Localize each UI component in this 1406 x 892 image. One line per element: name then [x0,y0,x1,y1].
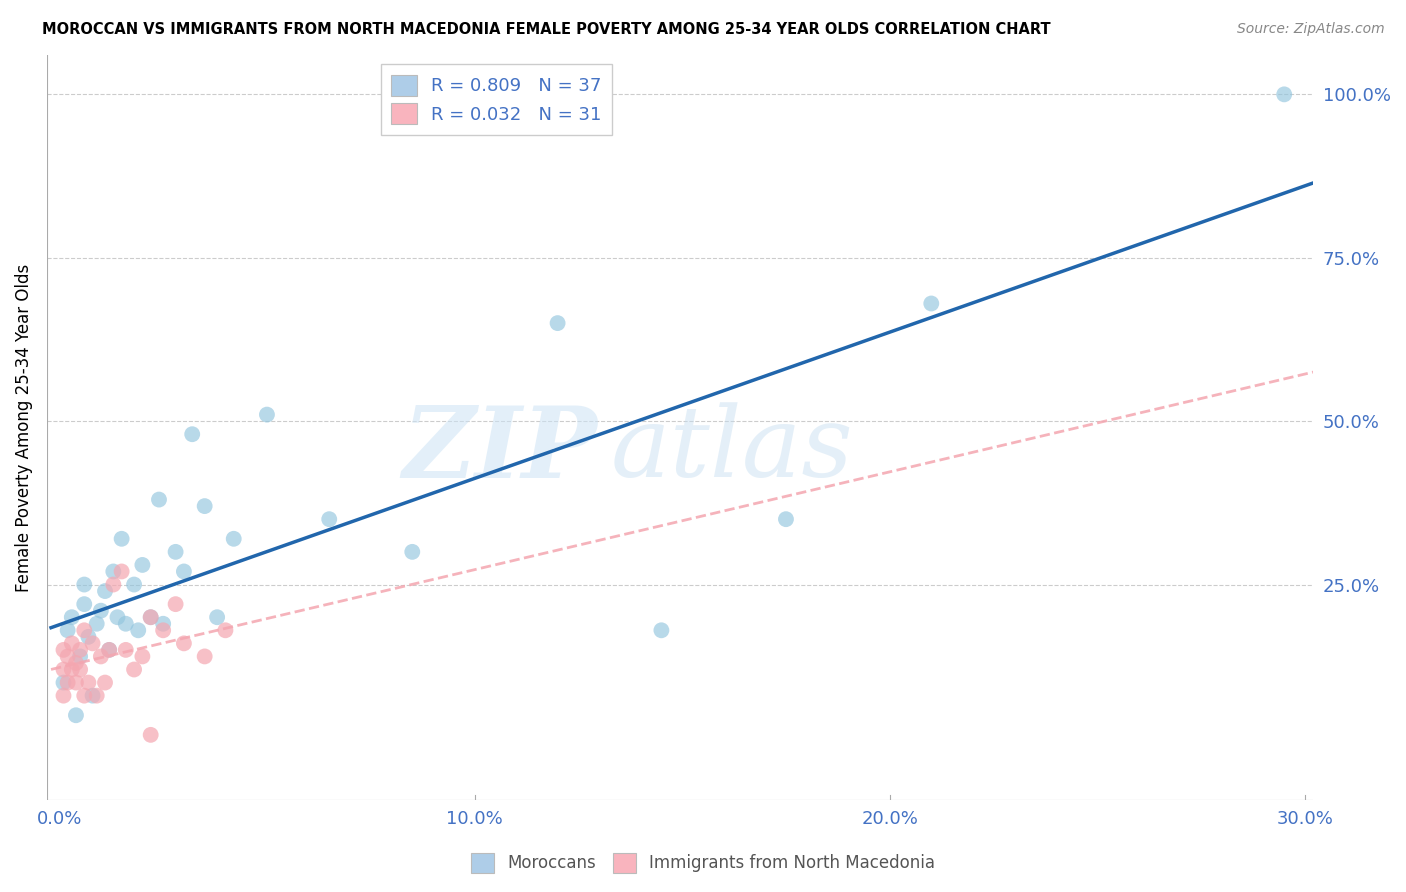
Point [205,610,228,624]
Point [114,616,136,631]
Point [60,663,83,677]
Point [139,610,162,624]
Point [194,499,217,513]
Point [1272,87,1295,102]
Point [148,492,170,507]
Point [127,624,149,638]
Point [52,675,75,690]
Point [73,597,96,611]
Point [318,512,340,526]
Point [73,577,96,591]
Point [173,636,195,650]
Point [152,616,174,631]
Point [90,649,112,664]
Point [52,663,75,677]
Point [56,675,79,690]
Point [69,663,91,677]
Point [139,610,162,624]
Point [73,689,96,703]
Point [65,708,87,723]
Point [547,316,569,330]
Point [111,532,134,546]
Point [181,427,204,442]
Point [122,663,145,677]
Point [98,643,121,657]
Point [194,649,217,664]
Point [103,577,125,591]
Point [94,584,117,599]
Point [256,408,278,422]
Point [139,728,162,742]
Point [52,643,75,657]
Point [69,649,91,664]
Point [77,675,100,690]
Point [56,649,79,664]
Point [98,643,121,657]
Text: Source: ZipAtlas.com: Source: ZipAtlas.com [1237,22,1385,37]
Legend: R = 0.809   N = 37, R = 0.032   N = 31: R = 0.809 N = 37, R = 0.032 N = 31 [381,64,613,135]
Point [131,558,153,572]
Point [86,689,108,703]
Point [73,624,96,638]
Point [103,565,125,579]
Point [69,643,91,657]
Point [82,636,104,650]
Point [165,545,187,559]
Y-axis label: Female Poverty Among 25-34 Year Olds: Female Poverty Among 25-34 Year Olds [15,263,32,591]
Point [152,624,174,638]
Point [775,512,797,526]
Point [111,565,134,579]
Point [77,630,100,644]
Text: MOROCCAN VS IMMIGRANTS FROM NORTH MACEDONIA FEMALE POVERTY AMONG 25-34 YEAR OLDS: MOROCCAN VS IMMIGRANTS FROM NORTH MACEDO… [42,22,1050,37]
Point [90,604,112,618]
Point [214,624,236,638]
Point [60,610,83,624]
Point [131,649,153,664]
Point [114,643,136,657]
Point [122,577,145,591]
Point [401,545,423,559]
Point [65,675,87,690]
Point [920,296,942,310]
Point [165,597,187,611]
Text: atlas: atlas [610,402,853,498]
Point [107,610,129,624]
Point [65,656,87,670]
Point [94,675,117,690]
Point [222,532,245,546]
Point [52,689,75,703]
Point [173,565,195,579]
Text: ZIP: ZIP [402,401,598,499]
Legend: Moroccans, Immigrants from North Macedonia: Moroccans, Immigrants from North Macedon… [464,847,942,880]
Point [60,636,83,650]
Point [650,624,672,638]
Point [56,624,79,638]
Point [82,689,104,703]
Point [86,616,108,631]
